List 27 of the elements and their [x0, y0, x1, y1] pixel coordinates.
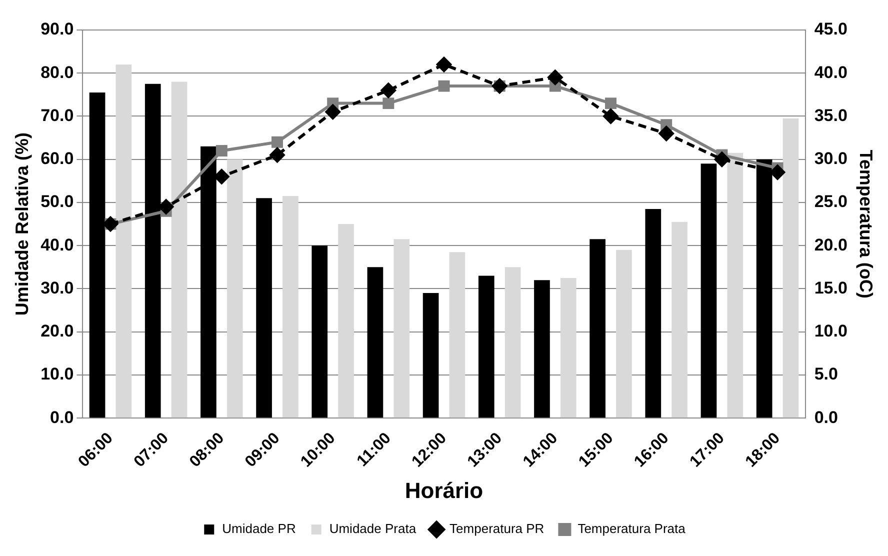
- y-tick-label: 50.0: [40, 192, 74, 212]
- y-tick-label: 70.0: [40, 106, 74, 125]
- y-tick-label: 0.0: [50, 408, 74, 427]
- y2-tick-label: 25.0: [814, 192, 848, 212]
- y2-axis-title: Temperatura (oC): [856, 150, 876, 298]
- y2-tick-label: 15.0: [814, 278, 848, 298]
- y-tick-label: 40.0: [40, 235, 74, 254]
- legend-label: Umidade PR: [222, 521, 296, 536]
- y2-tick-label: 20.0: [814, 235, 848, 254]
- legend-label: Umidade Prata: [329, 521, 417, 536]
- y2-tick-label: 45.0: [814, 20, 848, 39]
- y-tick-label: 30.0: [40, 278, 74, 298]
- y2-tick-label: 10.0: [814, 322, 848, 341]
- y-tick-label: 90.0: [40, 20, 74, 39]
- y-axis-title: Umidade Relativa (%): [12, 132, 32, 316]
- legend-label: Temperatura PR: [450, 521, 544, 536]
- y2-tick-label: 0.0: [814, 408, 838, 427]
- y-tick-label: 80.0: [40, 62, 74, 82]
- y2-tick-label: 5.0: [814, 364, 838, 384]
- y2-tick-label: 40.0: [814, 62, 848, 82]
- y-tick-label: 60.0: [40, 149, 74, 168]
- x-axis-title: Horário: [404, 478, 484, 503]
- legend-label: Temperatura Prata: [578, 521, 686, 536]
- y-tick-label: 10.0: [40, 364, 74, 384]
- y-tick-label: 20.0: [40, 322, 74, 341]
- y2-tick-label: 30.0: [814, 149, 848, 168]
- y2-tick-label: 35.0: [814, 106, 848, 125]
